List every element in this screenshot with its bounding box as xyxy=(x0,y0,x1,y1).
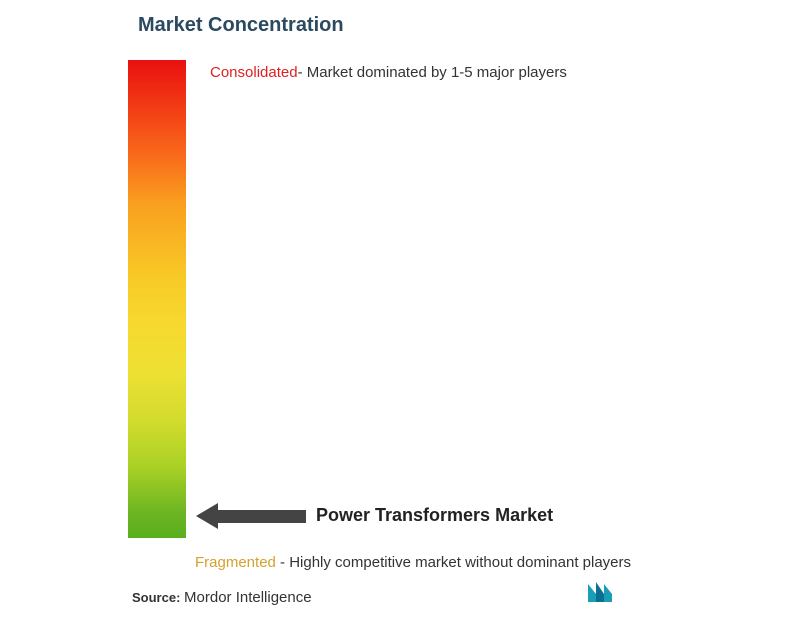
brand-logo-icon xyxy=(586,580,618,609)
fragmented-label: Fragmented - Highly competitive market w… xyxy=(195,554,631,571)
source-label-text: Source: xyxy=(132,590,184,605)
consolidated-description: - Market dominated by 1-5 major players xyxy=(298,64,567,81)
fragmented-description: - Highly competitive market without domi… xyxy=(276,554,631,571)
source-value: Mordor Intelligence xyxy=(184,589,312,606)
concentration-gradient-bar xyxy=(128,60,186,538)
source-attribution: Source: Mordor Intelligence xyxy=(132,589,312,606)
infographic-container: Market Concentration Consolidated- Marke… xyxy=(0,0,785,628)
arrow-body xyxy=(218,510,306,523)
arrow-left-icon xyxy=(196,503,306,529)
arrow-head xyxy=(196,503,218,529)
page-title: Market Concentration xyxy=(138,14,344,37)
consolidated-label: Consolidated- Market dominated by 1-5 ma… xyxy=(210,64,567,81)
market-position-arrow xyxy=(196,503,306,529)
fragmented-term: Fragmented xyxy=(195,554,276,571)
market-name-label: Power Transformers Market xyxy=(316,505,553,526)
consolidated-term: Consolidated xyxy=(210,64,298,81)
